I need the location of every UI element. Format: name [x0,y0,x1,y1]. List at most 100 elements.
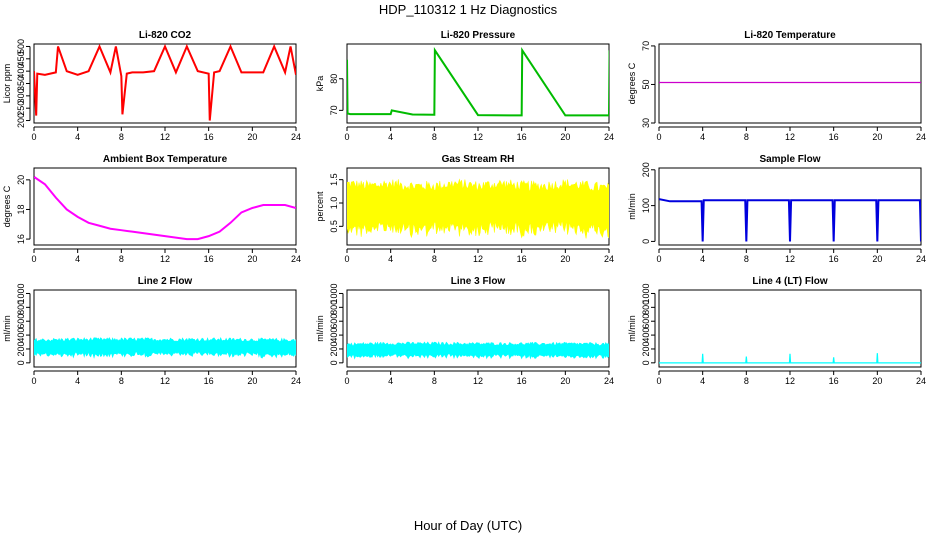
x-tick-label: 8 [432,376,437,386]
x-tick-label: 12 [160,132,170,142]
x-tick-label: 12 [473,376,483,386]
x-tick-label: 24 [604,376,614,386]
x-tick-label: 16 [517,376,527,386]
x-tick-label: 16 [517,254,527,264]
y-tick-label: 30 [641,118,651,128]
y-tick-label: 1.0 [329,197,339,210]
y-tick-label: 20 [16,175,26,185]
x-tick-label: 24 [291,376,301,386]
x-tick-label: 20 [872,132,882,142]
series-line [659,353,921,364]
y-tick-label: 1000 [16,283,26,303]
plot-frame [33,167,297,246]
x-tick-label: 20 [560,132,570,142]
panel-9: Line 4 (LT) Flow 0 4 8 12 16 20 24 0 200400600800… [627,276,926,386]
series-line [347,47,609,117]
y-tick-label: 400 [16,328,26,343]
y-axis-label: Licor ppm [2,64,12,104]
series-line [34,44,296,121]
x-tick-label: 0 [656,132,661,142]
x-tick-label: 12 [785,254,795,264]
x-tick-label: 0 [656,254,661,264]
y-tick-label: 250 [16,101,26,116]
y-tick-label: 350 [16,76,26,91]
y-tick-label: 50 [641,79,651,89]
x-tick-label: 20 [560,254,570,264]
x-tick-label: 4 [700,254,705,264]
y-tick-label: 1000 [329,283,339,303]
y-tick-label: 0 [641,360,651,365]
y-tick-label: 80 [329,74,339,84]
x-tick-label: 4 [700,132,705,142]
x-tick-label: 8 [119,254,124,264]
y-axis-label: percent [315,191,325,222]
x-tick-label: 20 [560,376,570,386]
y-axis-label: ml/min [2,315,12,342]
y-tick-label: 800 [329,300,339,315]
y-axis-label: ml/min [627,315,637,342]
y-tick-label: 16 [16,234,26,244]
x-tick-label: 24 [916,376,926,386]
panel-4: Ambient Box Temperature 0 4 8 12 16 20 24 16 18 20… [2,154,301,264]
y-tick-label: 800 [16,300,26,315]
x-tick-label: 20 [872,376,882,386]
x-tick-label: 12 [473,254,483,264]
series-band [34,337,296,359]
x-tick-label: 8 [744,376,749,386]
series-line [347,349,609,351]
y-tick-label: 100 [641,198,651,213]
series-line [659,198,921,242]
series-line [34,176,296,241]
y-tick-label: 0 [329,360,339,365]
x-tick-label: 8 [119,132,124,142]
x-tick-label: 0 [344,376,349,386]
x-tick-label: 4 [75,132,80,142]
x-tick-label: 0 [656,376,661,386]
x-tick-label: 12 [160,254,170,264]
x-tick-label: 4 [75,254,80,264]
panel-title: Line 4 (LT) Flow [752,276,828,287]
y-axis-label: degrees C [627,62,637,104]
x-tick-label: 16 [517,132,527,142]
x-tick-label: 20 [247,254,257,264]
y-axis-label: ml/min [315,315,325,342]
panel-title: Li-820 Pressure [441,30,516,41]
y-tick-label: 0 [16,360,26,365]
panel-3: Li-820 Temperature 0 4 8 12 16 20 24 30 50 70 degre… [627,30,926,142]
series-band [347,178,609,239]
y-tick-label: 200 [329,341,339,356]
x-tick-label: 8 [744,132,749,142]
x-tick-label: 24 [604,254,614,264]
y-tick-label: 1000 [641,283,651,303]
panel-title: Sample Flow [759,154,820,165]
x-tick-label: 16 [204,132,214,142]
x-tick-label: 8 [119,376,124,386]
x-tick-label: 20 [247,376,257,386]
x-tick-label: 16 [829,254,839,264]
panel-title: Li-820 Temperature [744,30,836,41]
x-tick-label: 20 [872,254,882,264]
panel-6: Sample Flow 0 4 8 12 16 20 24 0 100 200 ml/min [627,154,926,264]
x-tick-label: 16 [829,376,839,386]
y-axis-label: kPa [315,76,325,92]
y-tick-label: 1.5 [329,173,339,186]
plot-frame [658,289,922,368]
y-tick-label: 200 [16,113,26,128]
x-tick-label: 8 [432,132,437,142]
plot-frame [33,289,297,368]
y-tick-label: 70 [641,41,651,51]
x-tick-label: 0 [344,132,349,142]
panel-2: Li-820 Pressure 0 4 8 12 16 20 24 70 80 kPa [315,30,614,142]
x-tick-label: 24 [916,254,926,264]
x-tick-label: 24 [291,132,301,142]
y-tick-label: 400 [16,64,26,79]
y-axis-label: ml/min [627,193,637,220]
x-tick-label: 0 [31,254,36,264]
panel-1: Li-820 CO2 0 4 8 12 16 20 24 2002503003504004505… [2,30,301,142]
y-tick-label: 200 [641,341,651,356]
y-tick-label: 400 [329,328,339,343]
x-tick-label: 16 [204,376,214,386]
